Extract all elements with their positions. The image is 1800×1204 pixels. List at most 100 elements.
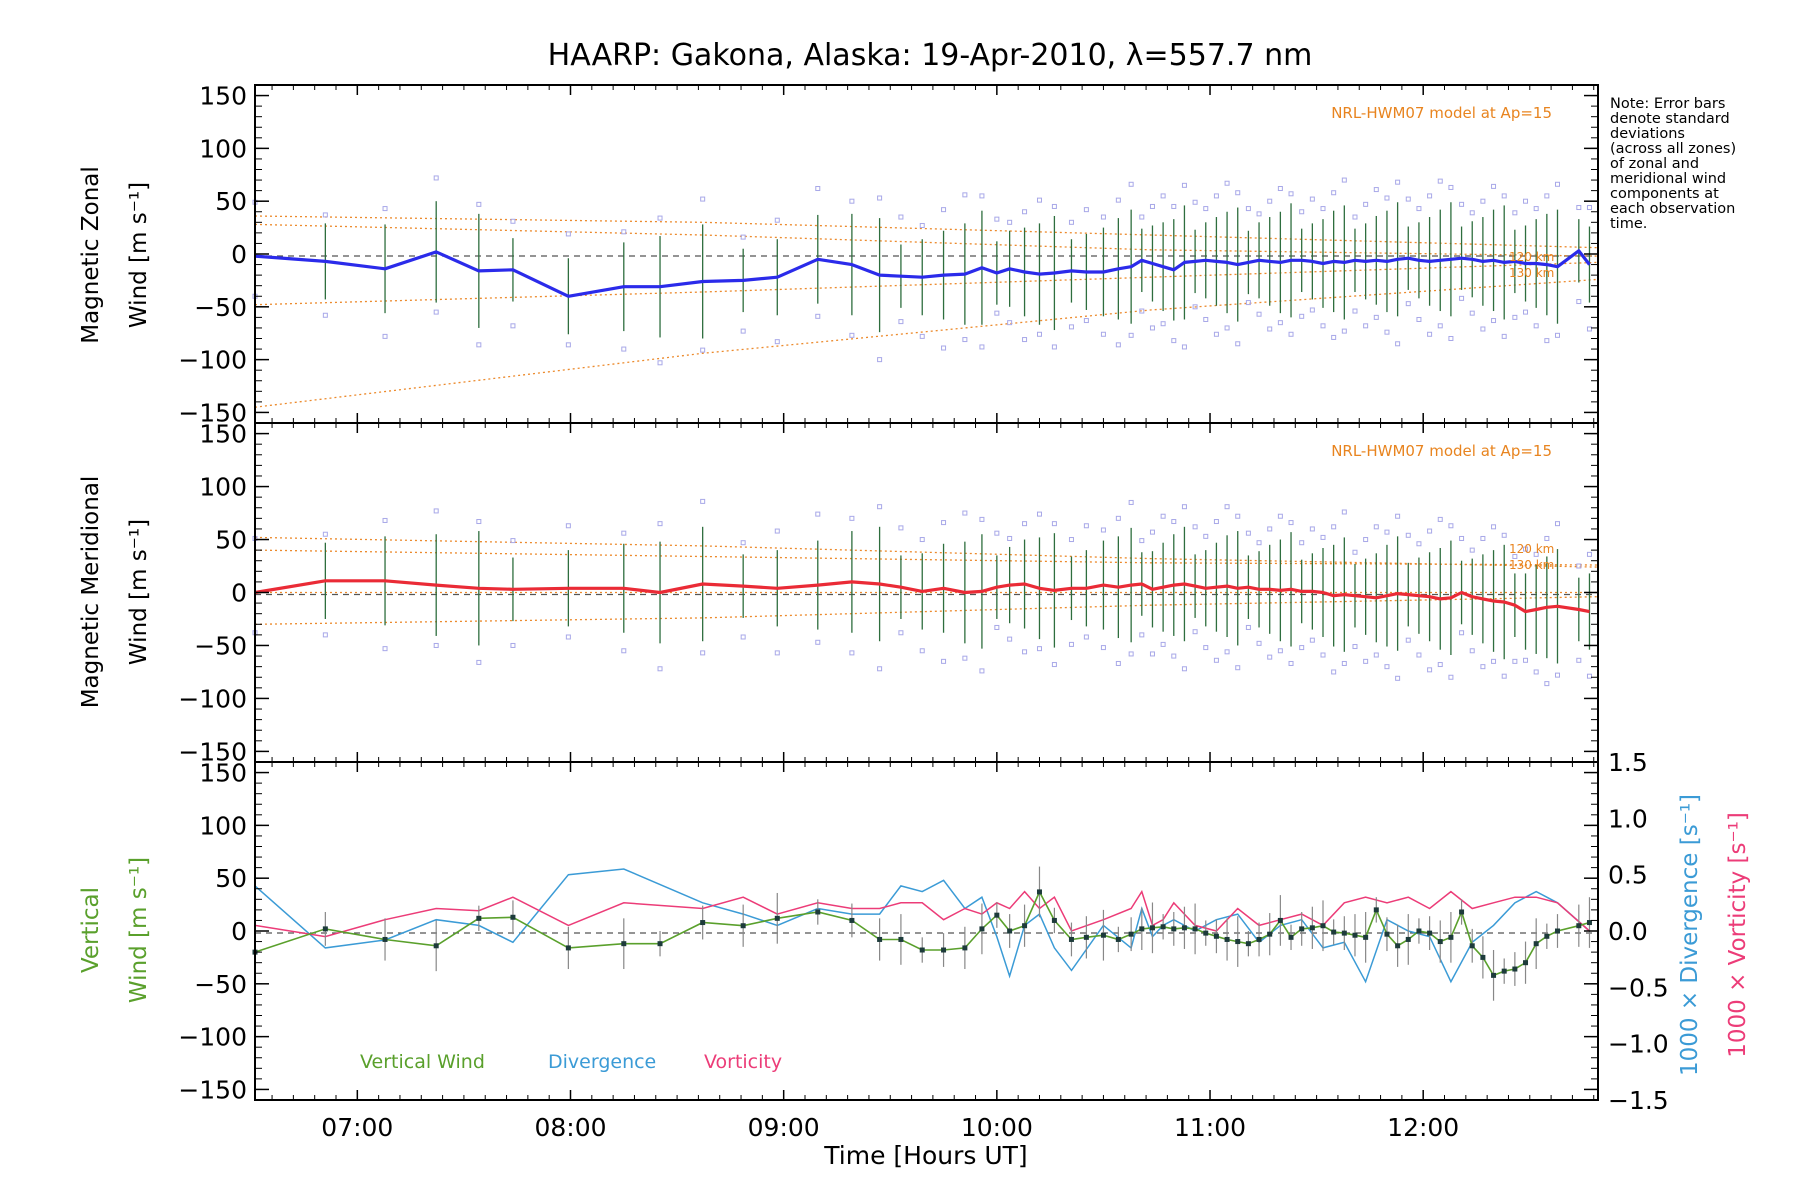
- scatter-point: [1512, 210, 1518, 216]
- scatter-point: [1586, 673, 1592, 679]
- vertical-wind-point: [657, 941, 663, 947]
- scatter-point: [1245, 206, 1251, 212]
- scatter-point: [1277, 648, 1283, 654]
- scatter-point: [510, 538, 516, 544]
- scatter-point: [1213, 657, 1219, 663]
- scatter-point: [1139, 538, 1145, 544]
- vertical-wind-point: [849, 917, 855, 923]
- scatter-point: [1459, 295, 1465, 301]
- scatter-point: [565, 634, 571, 640]
- vertical-wind-point: [1277, 917, 1283, 923]
- scatter-point: [433, 642, 439, 648]
- scatter-point: [1115, 342, 1121, 348]
- scatter-point: [1586, 551, 1592, 557]
- scatter-point: [1320, 534, 1326, 540]
- scatter-point: [1299, 645, 1305, 651]
- scatter-point: [1544, 535, 1550, 541]
- ytick-label: 150: [199, 420, 247, 449]
- vertical-wind-point: [1051, 917, 1057, 923]
- vorticity-line: [254, 889, 1590, 938]
- note-line: (across all zones): [1610, 141, 1736, 157]
- note-line: deviations: [1610, 126, 1685, 142]
- vertical-wind-point: [1245, 941, 1251, 947]
- scatter-point: [1245, 624, 1251, 630]
- scatter-point: [621, 530, 627, 536]
- chart-title: HAARP: Gakona, Alaska: 19-Apr-2010, λ=55…: [548, 38, 1313, 73]
- scatter-point: [1171, 653, 1177, 659]
- scatter-point: [1469, 310, 1475, 316]
- scatter-point: [657, 215, 663, 221]
- scatter-point: [962, 655, 968, 661]
- model-curve-1: [254, 261, 1599, 306]
- scatter-point: [919, 333, 925, 339]
- vertical-wind-point: [1384, 931, 1390, 937]
- vertical-wind-point: [1331, 929, 1337, 935]
- ylabel-meridional: Magnetic Meridional Wind [m s⁻¹]: [78, 476, 152, 709]
- scatter-point: [1051, 662, 1057, 668]
- ytick-label: 0: [231, 579, 247, 608]
- vertical-wind-point: [382, 936, 388, 942]
- scatter-point: [1115, 515, 1121, 521]
- zonal-wind-line: [254, 249, 1591, 298]
- note-line: components at: [1610, 186, 1719, 202]
- scatter-point: [1128, 651, 1134, 657]
- model-curve-3: [254, 549, 1599, 566]
- scatter-point: [1036, 646, 1042, 652]
- scatter-point: [1512, 658, 1518, 664]
- ytick-label: −150: [178, 398, 247, 427]
- scatter-point: [1363, 537, 1369, 543]
- scatter-point: [919, 648, 925, 654]
- scatter-point: [1523, 546, 1529, 552]
- ytick-label: 150: [199, 759, 247, 788]
- x-axis-label: Time [Hours UT]: [823, 1141, 1027, 1170]
- scatter-point: [1256, 540, 1262, 546]
- scatter-point: [1299, 540, 1305, 546]
- scatter-point: [1224, 649, 1230, 655]
- scatter-point: [1480, 198, 1486, 204]
- scatter-point: [1427, 528, 1433, 534]
- scatter-point: [1235, 341, 1241, 347]
- vertical-wind-point: [1128, 931, 1134, 937]
- vertical-wind-point: [1363, 934, 1369, 940]
- scatter-point: [1501, 532, 1507, 538]
- km-label-120-zonal: 120 km: [1509, 250, 1554, 264]
- scatter-point: [1363, 201, 1369, 207]
- vertical-wind-point: [1405, 936, 1411, 942]
- scatter-point: [1083, 207, 1089, 213]
- scatter-point: [1437, 178, 1443, 184]
- scatter-point: [979, 516, 985, 522]
- scatter-point: [510, 218, 516, 224]
- scatter-point: [740, 540, 746, 546]
- vertical-wind-point: [1139, 926, 1145, 932]
- scatter-point: [941, 658, 947, 664]
- vertical-wind-point: [1544, 933, 1550, 939]
- scatter-point: [1171, 519, 1177, 525]
- scatter-point: [1512, 553, 1518, 559]
- scatter-point: [1416, 652, 1422, 658]
- scatter-point: [1100, 331, 1106, 337]
- scatter-point: [1139, 632, 1145, 638]
- ytick-label: 100: [199, 811, 247, 840]
- vertical-wind-point: [1100, 932, 1106, 938]
- note-line: Note: Error bars: [1610, 96, 1725, 112]
- scatter-point: [1100, 527, 1106, 533]
- scatter-point: [849, 198, 855, 204]
- scatter-point: [1068, 641, 1074, 647]
- scatter-point: [1224, 504, 1230, 510]
- vertical-wind-point: [898, 936, 904, 942]
- scatter-point: [898, 319, 904, 325]
- vertical-wind-point: [1459, 909, 1465, 915]
- vertical-wind-point: [476, 915, 482, 921]
- vertical-wind-point: [1235, 939, 1241, 945]
- scatter-point: [1007, 320, 1013, 326]
- scatter-point: [1437, 323, 1443, 329]
- scatter-point: [1427, 193, 1433, 199]
- scatter-point: [1235, 190, 1241, 196]
- scatter-point: [962, 510, 968, 516]
- scatter-point: [433, 309, 439, 315]
- vertical-wind-point: [1373, 907, 1379, 913]
- scatter-point: [740, 234, 746, 240]
- note-line: of zonal and: [1610, 156, 1699, 172]
